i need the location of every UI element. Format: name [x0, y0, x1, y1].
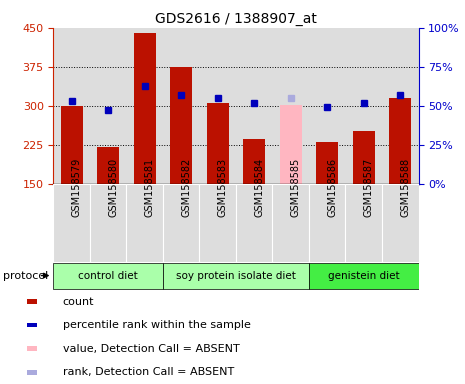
Bar — [236, 28, 272, 184]
Bar — [280, 105, 302, 184]
Bar — [126, 28, 163, 184]
Bar — [236, 184, 272, 262]
Text: GSM158585: GSM158585 — [291, 158, 301, 217]
Bar — [316, 142, 338, 184]
Text: GSM158587: GSM158587 — [364, 158, 374, 217]
Bar — [163, 263, 309, 288]
Bar — [243, 139, 265, 184]
Bar — [97, 147, 119, 184]
Text: GSM158588: GSM158588 — [400, 158, 410, 217]
Bar — [382, 28, 418, 184]
Text: count: count — [63, 297, 94, 307]
Bar — [27, 300, 37, 304]
Bar — [309, 28, 345, 184]
Bar — [389, 98, 411, 184]
Text: percentile rank within the sample: percentile rank within the sample — [63, 320, 251, 330]
Text: GSM158582: GSM158582 — [181, 158, 191, 217]
Bar — [272, 184, 309, 262]
Bar — [90, 28, 126, 184]
Text: rank, Detection Call = ABSENT: rank, Detection Call = ABSENT — [63, 367, 234, 377]
Bar — [309, 184, 345, 262]
Text: control diet: control diet — [79, 271, 138, 281]
Bar — [163, 28, 199, 184]
Bar — [27, 346, 37, 351]
Bar — [126, 184, 163, 262]
Text: value, Detection Call = ABSENT: value, Detection Call = ABSENT — [63, 344, 239, 354]
Text: GSM158586: GSM158586 — [327, 158, 337, 217]
Bar — [27, 370, 37, 374]
Text: GSM158579: GSM158579 — [72, 158, 82, 217]
Bar — [199, 28, 236, 184]
Bar — [345, 184, 382, 262]
Bar — [353, 131, 375, 184]
Bar — [53, 28, 90, 184]
Bar — [27, 323, 37, 328]
Text: GSM158581: GSM158581 — [145, 158, 155, 217]
Bar — [382, 184, 418, 262]
Bar — [207, 103, 229, 184]
Bar — [134, 33, 156, 184]
Text: GSM158584: GSM158584 — [254, 158, 264, 217]
Title: GDS2616 / 1388907_at: GDS2616 / 1388907_at — [155, 12, 317, 26]
Text: GSM158583: GSM158583 — [218, 158, 228, 217]
Text: GSM158580: GSM158580 — [108, 158, 118, 217]
Bar — [163, 184, 199, 262]
Bar — [309, 263, 418, 288]
Bar — [53, 184, 90, 262]
Bar — [272, 28, 309, 184]
Bar — [90, 184, 126, 262]
Text: protocol: protocol — [3, 271, 48, 281]
Bar — [61, 106, 83, 184]
Text: genistein diet: genistein diet — [328, 271, 399, 281]
Bar — [199, 184, 236, 262]
Bar — [345, 28, 382, 184]
Bar — [170, 67, 192, 184]
Bar — [53, 263, 163, 288]
Text: soy protein isolate diet: soy protein isolate diet — [176, 271, 296, 281]
